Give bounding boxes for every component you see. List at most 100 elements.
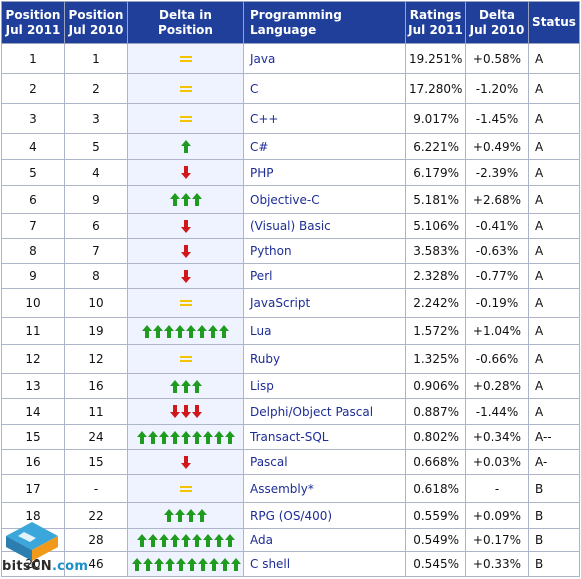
cell-status: A	[528, 103, 580, 134]
arrow-up-icon	[175, 557, 186, 571]
cell-position-2011: 15	[1, 424, 65, 450]
cell-delta-position	[127, 474, 244, 503]
cell-delta-rating: +1.04%	[465, 317, 529, 345]
cell-delta-rating: +0.33%	[465, 551, 529, 577]
cell-language[interactable]: Ruby	[243, 344, 406, 374]
cell-rating: 19.251%	[405, 43, 466, 74]
cell-language[interactable]: Python	[243, 238, 406, 264]
cell-language[interactable]: C	[243, 73, 406, 104]
table-row: 18 22 RPG (OS/400) 0.559% +0.09% B	[1, 502, 580, 529]
table-row: 13 16 Lisp 0.906% +0.28% A	[1, 373, 580, 399]
cell-status: A	[528, 213, 580, 239]
cell-position-2010: 9	[64, 185, 128, 214]
cell-status: A	[528, 73, 580, 104]
cell-position-2010: 6	[64, 213, 128, 239]
table-row: 12 12 Ruby 1.325% -0.66% A	[1, 344, 580, 374]
arrow-up-icon	[186, 324, 196, 338]
arrow-up-icon	[169, 193, 180, 206]
cell-language[interactable]: C#	[243, 133, 406, 160]
cell-position-2011: 9	[1, 263, 65, 289]
header-delta-ratings[interactable]: Delta Jul 2010	[465, 1, 529, 44]
cell-language[interactable]: RPG (OS/400)	[243, 502, 406, 529]
cell-delta-rating: -	[465, 474, 529, 503]
cell-language[interactable]: Objective-C	[243, 185, 406, 214]
cell-position-2011: 13	[1, 373, 65, 399]
header-language[interactable]: Programming Language	[243, 1, 406, 44]
cell-language[interactable]: Transact-SQL	[243, 424, 406, 450]
cell-position-2010: 2	[64, 73, 128, 104]
cell-language[interactable]: (Visual) Basic	[243, 213, 406, 239]
cell-language[interactable]: Lisp	[243, 373, 406, 399]
cell-delta-rating: +0.28%	[465, 373, 529, 399]
cell-delta-rating: -0.19%	[465, 288, 529, 318]
cell-language[interactable]: Pascal	[243, 449, 406, 475]
cell-delta-position	[127, 528, 244, 552]
cell-rating: 3.583%	[405, 238, 466, 264]
arrow-up-icon	[208, 324, 218, 338]
cell-delta-position	[127, 73, 244, 104]
cell-language[interactable]: JavaScript	[243, 288, 406, 318]
equal-icon	[179, 300, 192, 306]
cell-language[interactable]: C++	[243, 103, 406, 134]
cell-status: A	[528, 185, 580, 214]
cell-delta-position	[127, 185, 244, 214]
cell-language[interactable]: Java	[243, 43, 406, 74]
cell-delta-position	[127, 238, 244, 264]
cell-language[interactable]: C shell	[243, 551, 406, 577]
cell-position-2010: 5	[64, 133, 128, 160]
cell-delta-rating: -0.41%	[465, 213, 529, 239]
arrow-up-icon	[186, 509, 196, 522]
table-row: 1928Ada0.549%+0.17%B	[1, 528, 580, 552]
arrow-up-icon	[219, 557, 230, 571]
header-position-2011-line2: Jul 2011	[5, 22, 61, 37]
arrow-up-icon	[202, 533, 213, 547]
header-status[interactable]: Status	[528, 1, 580, 44]
cell-delta-rating: -1.45%	[465, 103, 529, 134]
equal-icon	[179, 55, 192, 62]
cell-language[interactable]: Lua	[243, 317, 406, 345]
cell-position-2011: 10	[1, 288, 65, 318]
cell-status: A--	[528, 424, 580, 450]
cell-rating: 0.887%	[405, 398, 466, 425]
cell-status: A	[528, 133, 580, 160]
header-position-2010[interactable]: Position Jul 2010	[64, 1, 128, 44]
cell-status: A	[528, 398, 580, 425]
cell-delta-position	[127, 317, 244, 345]
table-row: 3 3 C++ 9.017% -1.45% A	[1, 103, 580, 134]
cell-status: B	[528, 474, 580, 503]
header-position-2011[interactable]: Position Jul 2011	[1, 1, 65, 44]
arrow-up-icon	[224, 430, 235, 444]
cell-rating: 0.906%	[405, 373, 466, 399]
cell-delta-position	[127, 133, 244, 160]
arrow-up-icon	[180, 379, 191, 393]
arrow-up-icon	[186, 557, 197, 571]
cell-position-2010: 12	[64, 344, 128, 374]
header-delta-ratings-line1: Delta	[478, 7, 516, 22]
table-row: 14 11 Delphi/Object Pascal 0.887% -1.44% A	[1, 398, 580, 425]
cell-position-2011: 5	[1, 159, 65, 186]
cell-language[interactable]: PHP	[243, 159, 406, 186]
arrow-up-icon	[147, 533, 158, 547]
arrow-up-icon	[142, 557, 153, 571]
arrow-up-icon	[131, 557, 142, 571]
header-ratings[interactable]: Ratings Jul 2011	[405, 1, 466, 44]
cell-language[interactable]: Assembly*	[243, 474, 406, 503]
cell-language[interactable]: Ada	[243, 528, 406, 552]
cell-language[interactable]: Perl	[243, 263, 406, 289]
cell-language[interactable]: Delphi/Object Pascal	[243, 398, 406, 425]
arrow-up-icon	[230, 557, 241, 571]
cell-position-2010: 28	[64, 528, 128, 552]
cell-position-2010: 24	[64, 424, 128, 450]
equal-icon	[179, 485, 192, 492]
cell-delta-rating: +0.03%	[465, 449, 529, 475]
arrow-down-icon	[180, 166, 191, 179]
header-delta-position[interactable]: Delta in Position	[127, 1, 244, 44]
arrow-up-icon	[169, 430, 180, 444]
cell-delta-rating: +0.34%	[465, 424, 529, 450]
cell-status: A	[528, 159, 580, 186]
arrow-up-icon	[219, 324, 229, 338]
cell-delta-rating: +2.68%	[465, 185, 529, 214]
cell-delta-rating: -2.39%	[465, 159, 529, 186]
cell-position-2011: 14	[1, 398, 65, 425]
arrow-up-icon	[191, 533, 202, 547]
